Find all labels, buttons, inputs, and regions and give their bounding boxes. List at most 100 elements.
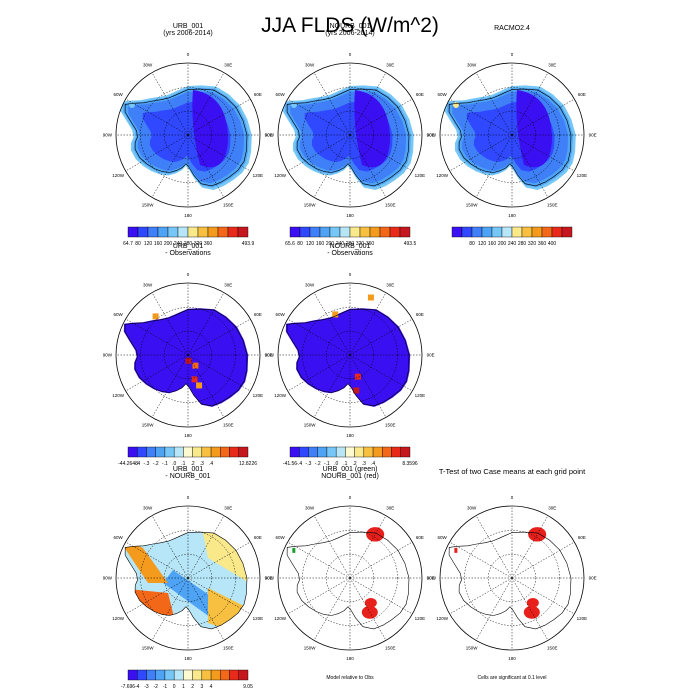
colorbar-label: -.4 xyxy=(134,461,140,467)
colorbar-box xyxy=(511,226,523,238)
longitude-label: 90W xyxy=(265,133,275,138)
meridian-line xyxy=(187,577,225,641)
longitude-label: 60E xyxy=(578,92,586,97)
plateau-core xyxy=(354,90,390,168)
longitude-label: 120E xyxy=(253,616,264,621)
longitude-label: 0 xyxy=(187,52,190,57)
map-field xyxy=(444,85,576,190)
colorbar-box xyxy=(229,446,239,458)
peninsula-tip xyxy=(453,102,459,108)
longitude-label: 150W xyxy=(304,645,317,650)
longitude-label: 120E xyxy=(253,173,264,178)
colorbar-min-label: 64.7 xyxy=(123,241,133,247)
panel-footnote: Cells are significant at 0.1 level xyxy=(477,675,547,681)
colorbar-label: .2 xyxy=(191,461,195,467)
colorbar-box xyxy=(127,669,138,681)
panel-title-line: RACMO2.4 xyxy=(494,25,530,32)
longitude-label: 60W xyxy=(276,92,286,97)
colorbar-box xyxy=(451,226,463,238)
colorbar: 80 120 160 200 240 280 320 360 64.7 493.9 xyxy=(123,226,255,247)
longitude-label: 30W xyxy=(305,63,315,68)
longitude-label: 180 xyxy=(346,656,354,661)
latitude-circle xyxy=(325,553,375,603)
colorbar-box xyxy=(210,669,221,681)
latitude-circle xyxy=(487,553,537,603)
meridian-line xyxy=(151,354,189,418)
meridian-line xyxy=(449,577,513,615)
colorbar-box xyxy=(146,669,156,681)
colorbar: 80 120 160 200 240 280 320 360 65.6 493.5 xyxy=(285,226,416,247)
colorbar-label: 280 xyxy=(346,241,355,247)
map-boundary xyxy=(439,62,585,208)
colorbar-label: 360 xyxy=(538,241,547,247)
colorbar-box xyxy=(127,446,138,458)
colorbar-max-label: 493.9 xyxy=(242,241,255,247)
colorbar-min-label: -7.696 xyxy=(121,684,135,690)
colorbar-box xyxy=(137,226,149,238)
panel-title-line: NOURB_001 xyxy=(329,23,371,30)
longitude-label: 150W xyxy=(304,202,317,207)
longitude-label: 0 xyxy=(349,52,352,57)
colorbar-max-label: 12.8226 xyxy=(239,461,257,467)
longitude-label: 90W xyxy=(427,576,437,581)
colorbar-box xyxy=(501,226,513,238)
colorbar-box xyxy=(561,226,573,238)
meridian-line xyxy=(187,577,251,615)
meridian-line xyxy=(313,72,351,136)
longitude-label: 30W xyxy=(143,63,153,68)
meridian-line xyxy=(187,98,251,136)
meridian-line xyxy=(287,541,351,579)
colorbar-box xyxy=(197,226,209,238)
colorbar-max-label: 8.3596 xyxy=(402,461,418,467)
panel-footnote: Model relative to Obs xyxy=(326,675,374,681)
colorbar-box xyxy=(359,226,371,238)
map-boundary xyxy=(439,505,585,651)
meridian-line xyxy=(511,577,549,641)
polar-map: 0 30E 60E 90E 120E 150E 180 150W 120W 90W 60W 30W xyxy=(427,52,597,218)
colorbar-label: .1 xyxy=(343,461,347,467)
colorbar-label: 3 xyxy=(200,684,203,690)
significant-cells xyxy=(364,598,377,608)
longitude-label: 150E xyxy=(223,202,234,207)
colorbar-label: -.4 xyxy=(296,461,302,467)
meridian-line xyxy=(349,577,387,641)
colorbar-box xyxy=(173,669,184,681)
colorbar-box xyxy=(183,669,193,681)
longitude-label: 150W xyxy=(304,422,317,427)
map-field xyxy=(123,308,249,407)
colorbar-label: .2 xyxy=(353,461,357,467)
latitude-circle xyxy=(140,87,236,183)
map-field xyxy=(120,85,252,190)
longitude-label: 30W xyxy=(305,283,315,288)
colorbar-box xyxy=(309,226,321,238)
latitude-circle xyxy=(325,110,375,160)
longitude-label: 30E xyxy=(224,63,232,68)
colorbar-box xyxy=(207,226,219,238)
panel-title: URB_001 (green) NOURB_001 (red) xyxy=(250,466,450,480)
colorbar-box xyxy=(238,669,249,681)
meridian-line xyxy=(349,354,387,418)
longitude-label: 120W xyxy=(112,616,125,621)
difference-cell xyxy=(191,376,198,383)
panel-title-line: - Observations xyxy=(165,250,211,257)
meridian-line xyxy=(151,134,189,198)
meridian-line xyxy=(187,318,251,356)
colorbar-box xyxy=(201,669,212,681)
meridian-line xyxy=(313,354,351,418)
difference-cell xyxy=(185,357,192,364)
colorbar-label: -.1 xyxy=(162,461,168,467)
difference-cell xyxy=(196,382,203,389)
longitude-label: 180 xyxy=(346,213,354,218)
coastline xyxy=(286,308,410,407)
latitude-circle xyxy=(140,307,236,403)
meridian-line xyxy=(349,541,413,579)
longitude-label: 0 xyxy=(187,495,190,500)
colorbar-label: -1 xyxy=(163,684,168,690)
meridian-line xyxy=(349,72,387,136)
panel-title-line: (yrs 2006-2014) xyxy=(325,30,375,37)
meridian-line xyxy=(511,577,575,615)
longitude-label: 60E xyxy=(578,535,586,540)
longitude-label: 30W xyxy=(305,506,315,511)
map-boundary xyxy=(277,282,423,428)
colorbar-box xyxy=(164,669,175,681)
